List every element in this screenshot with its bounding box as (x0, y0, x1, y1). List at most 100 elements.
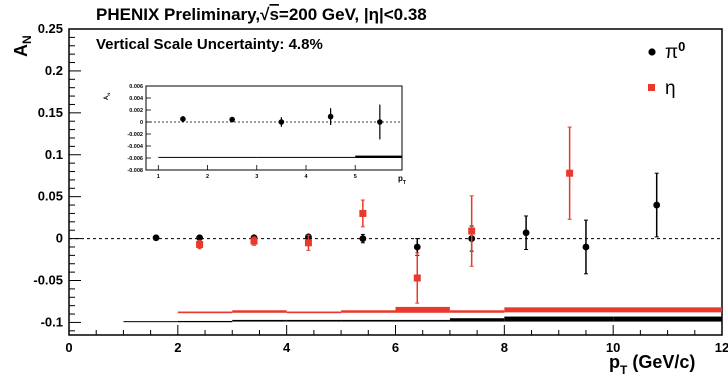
plot-frame (68, 28, 723, 336)
inset: AN pT -0.008 -0.006 -0.004 -0.002 0 0.002 0.00… (104, 84, 406, 186)
systematic-band (232, 310, 287, 313)
systematic-band (504, 316, 614, 322)
legend-marker-eta (648, 84, 655, 91)
data-point-pi0 (582, 243, 590, 251)
x-tick-label: 10 (606, 340, 620, 355)
x-tick-label: 6 (392, 340, 399, 355)
systematic-band (504, 307, 722, 313)
inset-band (355, 155, 402, 158)
data-point-pi0 (653, 201, 661, 209)
data-point-eta (250, 237, 258, 245)
inset-x-tick-label: 5 (354, 174, 357, 180)
inset-y-axis-label-main: A (104, 95, 110, 100)
inset-y-tick-label: -0.002 (127, 132, 143, 138)
legend-label-pi0-text: π (665, 42, 678, 63)
inset-y-tick-label: 0.004 (129, 96, 144, 102)
y-tick-label: 0.05 (38, 189, 63, 204)
systematic-band (286, 311, 342, 314)
data-point-pi0 (196, 234, 204, 242)
y-axis-label-main: A (11, 44, 31, 57)
inset-band (207, 156, 257, 158)
title-sqrt: √ (260, 5, 270, 24)
inset-y-tick-label: -0.006 (127, 156, 143, 162)
chart-title: PHENIX Preliminary,√s=200 GeV, |η|<0.38 (96, 5, 427, 24)
y-tick-label: 0.1 (45, 147, 63, 162)
legend-label-pi0: π0 (665, 39, 685, 63)
data-point-pi0 (152, 234, 160, 242)
y-axis-label: AN (11, 35, 34, 57)
x-axis-label-sub: T (620, 363, 628, 377)
inset-y-tick-label: 0 (140, 120, 143, 126)
y-tick-label: 0.15 (38, 105, 63, 120)
systematic-band (395, 306, 450, 313)
systematic-band (341, 310, 396, 313)
systematic-band (286, 319, 342, 322)
y-tick-label: 0 (56, 231, 63, 246)
data-point-eta (566, 169, 574, 177)
data-point-eta (413, 274, 421, 282)
inset-x-tick-label: 4 (304, 174, 308, 180)
data-point-pi0 (359, 235, 367, 242)
data-point-eta (468, 227, 476, 235)
chart-subtitle: Vertical Scale Uncertainty: 4.8% (96, 36, 323, 53)
x-axis-label-main: p (609, 352, 620, 372)
inset-y-axis-label: AN (104, 93, 111, 100)
legend-label-pi0-sup: 0 (678, 39, 685, 54)
title-energy: =200 GeV, |η|<0.38 (279, 5, 427, 24)
title-s: s (269, 5, 278, 24)
systematic-band (449, 310, 505, 313)
x-axis-label: pT (GeV/c) (609, 352, 695, 377)
y-tick-label: 0.2 (45, 63, 63, 78)
x-axis-label-unit: (GeV/c) (627, 352, 695, 372)
inset-data-point (327, 113, 334, 120)
inset-x-axis-label-main: p (398, 174, 403, 183)
inset-x-tick-label: 2 (206, 174, 209, 180)
systematic-band (177, 311, 233, 314)
inset-data-point (377, 119, 383, 125)
data-point-eta (304, 239, 312, 247)
inset-data-point (229, 116, 235, 123)
inset-x-axis-label: pT (398, 174, 406, 186)
x-tick-label: 8 (501, 340, 508, 355)
systematic-band (232, 319, 287, 322)
inset-x-axis-label-sub: T (403, 180, 406, 186)
data-point-eta (359, 209, 367, 217)
inset-band (306, 156, 356, 158)
data-point-pi0 (522, 229, 530, 237)
legend: π0 η (648, 39, 685, 99)
legend-marker-pi0 (648, 48, 656, 56)
inset-y-tick-label: 0.002 (129, 108, 143, 114)
inset-data-point (278, 119, 285, 125)
x-tick-label: 2 (174, 340, 181, 355)
systematic-band (341, 319, 396, 322)
title-prefix: PHENIX Preliminary, (96, 5, 260, 24)
inset-plot-layer: -0.008 -0.006 -0.004 -0.002 0 0.002 0.004 0.006… (127, 84, 402, 180)
systematic-band (449, 318, 505, 322)
data-point-eta (196, 240, 204, 248)
inset-x-tick-label: 3 (255, 174, 258, 180)
systematic-band (613, 316, 722, 322)
x-tick-label: 0 (65, 340, 72, 355)
y-tick-label: -0.05 (33, 273, 63, 288)
inset-y-tick-label: -0.008 (127, 168, 143, 174)
inset-data-point (180, 116, 186, 122)
inset-band (158, 156, 208, 158)
y-tick-label: 0.25 (38, 21, 63, 36)
systematic-band (177, 320, 233, 323)
inset-y-tick-label: 0.006 (129, 84, 143, 90)
inset-band (256, 156, 306, 158)
inset-y-axis-label-sub: N (106, 93, 111, 96)
inset-x-tick-label: 1 (157, 174, 160, 180)
y-axis-label-sub: N (20, 35, 34, 44)
legend-label-eta: η (665, 78, 676, 99)
inset-y-tick-label: -0.004 (127, 144, 144, 150)
systematic-bands-layer (123, 306, 722, 323)
data-point-pi0 (413, 243, 421, 251)
series-layer (152, 126, 661, 304)
systematic-band (123, 321, 178, 323)
y-tick-label: -0.1 (41, 314, 63, 329)
x-tick-label: 4 (283, 340, 291, 355)
systematic-band (395, 319, 450, 322)
